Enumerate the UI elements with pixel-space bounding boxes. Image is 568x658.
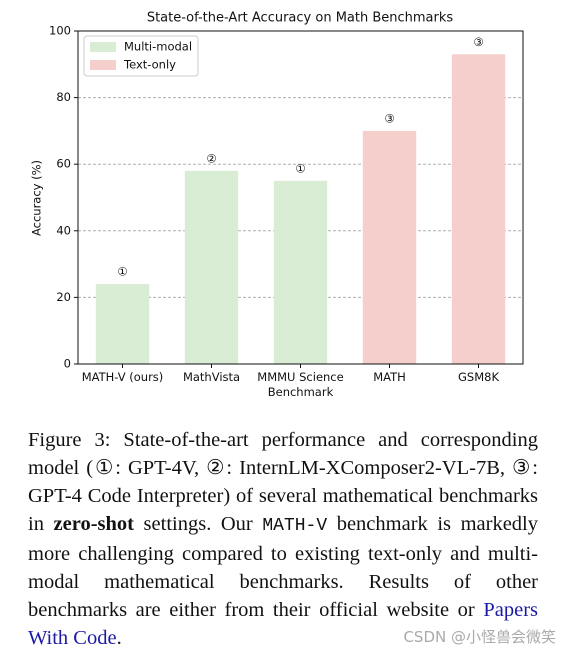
- y-axis-label: Accuracy (%): [30, 160, 44, 236]
- y-tick-label: 20: [56, 290, 71, 304]
- y-tick-label: 0: [64, 357, 71, 371]
- plot-frame: [77, 30, 524, 365]
- legend-swatch: [90, 42, 116, 52]
- x-tick-label: MMMU Science Benchmark: [257, 370, 344, 399]
- y-tick-label: 60: [56, 157, 71, 171]
- chart-title: State-of-the-Art Accuracy on Math Benchm…: [147, 11, 454, 26]
- bar-annotation: ①: [117, 265, 127, 279]
- caption-bold: zero-shot: [53, 513, 134, 535]
- bar: [184, 170, 239, 364]
- bar-annotation: ③: [384, 111, 394, 125]
- x-tick-label: MATH-V (ours): [81, 370, 164, 384]
- caption-plain: Figure 3: State-of-the-art performance a…: [28, 429, 538, 535]
- bar-annotation: ③: [473, 35, 483, 49]
- watermark: CSDN @小怪兽会微笑: [403, 628, 556, 646]
- legend-swatch: [90, 60, 116, 70]
- caption-plain: benchmark is markedly more challenging c…: [28, 513, 538, 621]
- y-tick-label: 100: [49, 24, 71, 38]
- bar: [362, 130, 417, 364]
- bar: [451, 54, 506, 365]
- bar-annotation: ①: [295, 161, 305, 175]
- caption-link[interactable]: Papers With Code: [28, 599, 538, 649]
- caption-plain: .: [116, 627, 122, 649]
- x-tick-label: GSM8K: [458, 370, 499, 384]
- bar: [95, 284, 150, 364]
- legend-label: Multi-modal: [124, 40, 192, 54]
- caption-plain: settings. Our: [133, 513, 263, 535]
- caption: Figure 3: State-of-the-art performance a…: [28, 426, 538, 652]
- y-tick-label: 40: [56, 223, 71, 237]
- bar: [273, 180, 328, 364]
- legend-label: Text-only: [123, 58, 176, 72]
- caption-mono: MATH-V: [262, 516, 328, 536]
- bar-annotation: ②: [206, 151, 216, 165]
- x-tick-label: MATH: [373, 370, 406, 384]
- y-tick-label: 80: [56, 90, 71, 104]
- chart: State-of-the-Art Accuracy on Math Benchm…: [30, 11, 524, 371]
- x-tick-label: MathVista: [182, 370, 241, 384]
